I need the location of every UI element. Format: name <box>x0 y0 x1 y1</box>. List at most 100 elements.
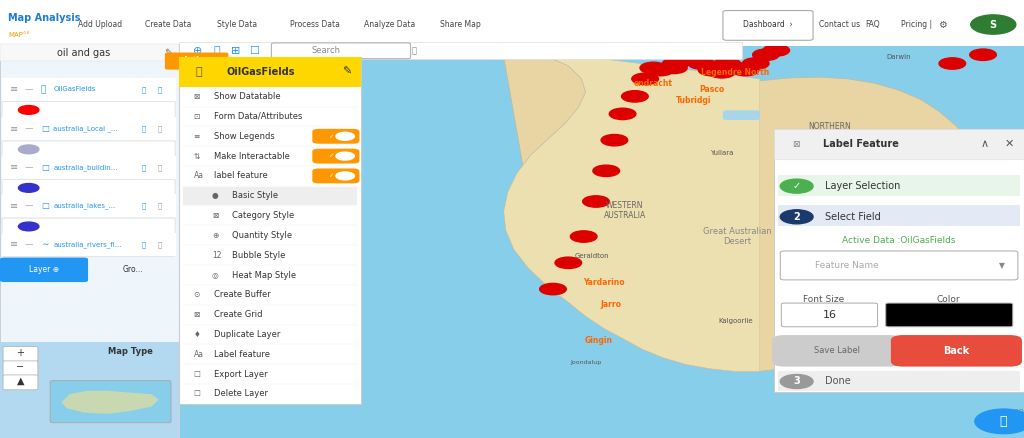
Text: Basic Style: Basic Style <box>232 191 279 200</box>
Text: S: S <box>990 20 996 29</box>
FancyBboxPatch shape <box>2 257 175 273</box>
Circle shape <box>593 165 620 177</box>
Text: Aa: Aa <box>194 171 204 180</box>
FancyBboxPatch shape <box>774 186 803 194</box>
Text: ☐: ☐ <box>249 46 259 56</box>
Text: ≡: ≡ <box>10 124 18 134</box>
Text: Yullara: Yullara <box>711 150 733 156</box>
FancyBboxPatch shape <box>891 335 1022 367</box>
Circle shape <box>722 62 749 74</box>
Circle shape <box>18 222 39 231</box>
FancyBboxPatch shape <box>774 129 1024 159</box>
Text: ✎: ✎ <box>164 48 172 57</box>
Text: Pricing |: Pricing | <box>901 20 932 29</box>
Text: 🔍: 🔍 <box>141 241 145 248</box>
Text: ≡: ≡ <box>10 240 18 249</box>
Text: ⧜: ⧜ <box>158 164 162 171</box>
Text: WESTERN
AUSTRALIA: WESTERN AUSTRALIA <box>603 201 646 220</box>
Text: □: □ <box>41 124 49 133</box>
Text: ∧: ∧ <box>981 139 989 149</box>
Polygon shape <box>502 46 993 372</box>
FancyBboxPatch shape <box>778 205 1020 226</box>
Text: Legendre North: Legendre North <box>701 68 769 77</box>
FancyBboxPatch shape <box>3 346 38 361</box>
Text: australia_rivers_fi...: australia_rivers_fi... <box>53 241 122 248</box>
FancyBboxPatch shape <box>836 190 890 203</box>
Text: —: — <box>25 85 33 94</box>
Text: ⊠: ⊠ <box>212 211 218 220</box>
Text: Create Grid: Create Grid <box>214 310 262 319</box>
Circle shape <box>555 257 582 268</box>
Text: Joondalup: Joondalup <box>570 360 601 365</box>
Circle shape <box>780 210 813 224</box>
Text: Gingin: Gingin <box>585 336 613 345</box>
Circle shape <box>975 409 1024 434</box>
FancyBboxPatch shape <box>179 57 361 87</box>
Text: Process Data: Process Data <box>290 20 340 28</box>
Text: 16: 16 <box>822 310 837 320</box>
FancyBboxPatch shape <box>886 303 1013 327</box>
Text: ≡: ≡ <box>10 201 18 211</box>
FancyBboxPatch shape <box>2 78 176 101</box>
Text: Analyze Data: Analyze Data <box>364 20 415 28</box>
Text: ✕: ✕ <box>1005 139 1015 149</box>
Text: Create Buffer: Create Buffer <box>214 290 270 299</box>
FancyBboxPatch shape <box>723 110 760 120</box>
Text: Kalgoorlie: Kalgoorlie <box>718 318 753 324</box>
FancyBboxPatch shape <box>2 102 175 118</box>
Text: Export Layer: Export Layer <box>214 370 267 378</box>
FancyBboxPatch shape <box>312 148 359 163</box>
Text: —: — <box>25 163 33 172</box>
Text: 🔍: 🔍 <box>141 86 145 93</box>
Text: □: □ <box>41 201 49 210</box>
Text: 💬: 💬 <box>999 415 1008 428</box>
FancyBboxPatch shape <box>774 129 1024 392</box>
FancyBboxPatch shape <box>2 233 176 256</box>
Text: Color: Color <box>936 295 961 304</box>
FancyBboxPatch shape <box>2 141 175 158</box>
Text: australia_lakes_...: australia_lakes_... <box>53 202 116 209</box>
Text: ✓: ✓ <box>328 154 334 159</box>
Circle shape <box>540 283 566 295</box>
Text: ⊡: ⊡ <box>194 112 200 121</box>
Text: Action: Action <box>183 57 210 65</box>
Text: Label feature: Label feature <box>214 350 270 359</box>
Text: Select Field: Select Field <box>825 212 881 222</box>
Text: australia_Local _...: australia_Local _... <box>53 125 118 132</box>
Text: ⊠: ⊠ <box>793 140 800 148</box>
FancyBboxPatch shape <box>2 117 176 140</box>
Circle shape <box>18 184 39 192</box>
FancyBboxPatch shape <box>3 361 38 376</box>
Text: ⊠: ⊠ <box>194 310 200 319</box>
Circle shape <box>714 58 740 69</box>
Text: Search: Search <box>311 46 340 55</box>
Text: Quantity Style: Quantity Style <box>232 231 293 240</box>
Text: 12: 12 <box>212 251 221 260</box>
FancyBboxPatch shape <box>312 129 359 144</box>
Text: ▼: ▼ <box>998 261 1005 270</box>
Text: endracht: endracht <box>634 79 673 88</box>
Text: —: — <box>25 124 33 133</box>
Text: —: — <box>25 240 33 249</box>
Text: 🔍: 🔍 <box>141 202 145 209</box>
Text: ≡: ≡ <box>10 85 18 94</box>
Text: ✎: ✎ <box>342 67 352 77</box>
FancyBboxPatch shape <box>0 342 179 438</box>
Text: Save Label: Save Label <box>814 346 859 355</box>
Text: Active Data :OilGasFields: Active Data :OilGasFields <box>843 236 955 245</box>
Text: FAQ: FAQ <box>865 20 880 29</box>
Circle shape <box>609 108 636 120</box>
Text: Style Data: Style Data <box>217 20 257 28</box>
Circle shape <box>583 196 609 207</box>
Text: Done: Done <box>825 377 851 386</box>
Text: ✓: ✓ <box>793 181 801 191</box>
Text: ♦: ♦ <box>194 330 201 339</box>
Circle shape <box>763 45 790 56</box>
Text: Make Interactable: Make Interactable <box>214 152 290 161</box>
Text: ✓: ✓ <box>328 173 334 178</box>
Text: Yardarino: Yardarino <box>584 278 625 287</box>
FancyBboxPatch shape <box>165 53 228 70</box>
Text: 🔍: 🔍 <box>141 164 145 171</box>
Circle shape <box>640 62 667 74</box>
Text: Gro...: Gro... <box>123 265 143 274</box>
